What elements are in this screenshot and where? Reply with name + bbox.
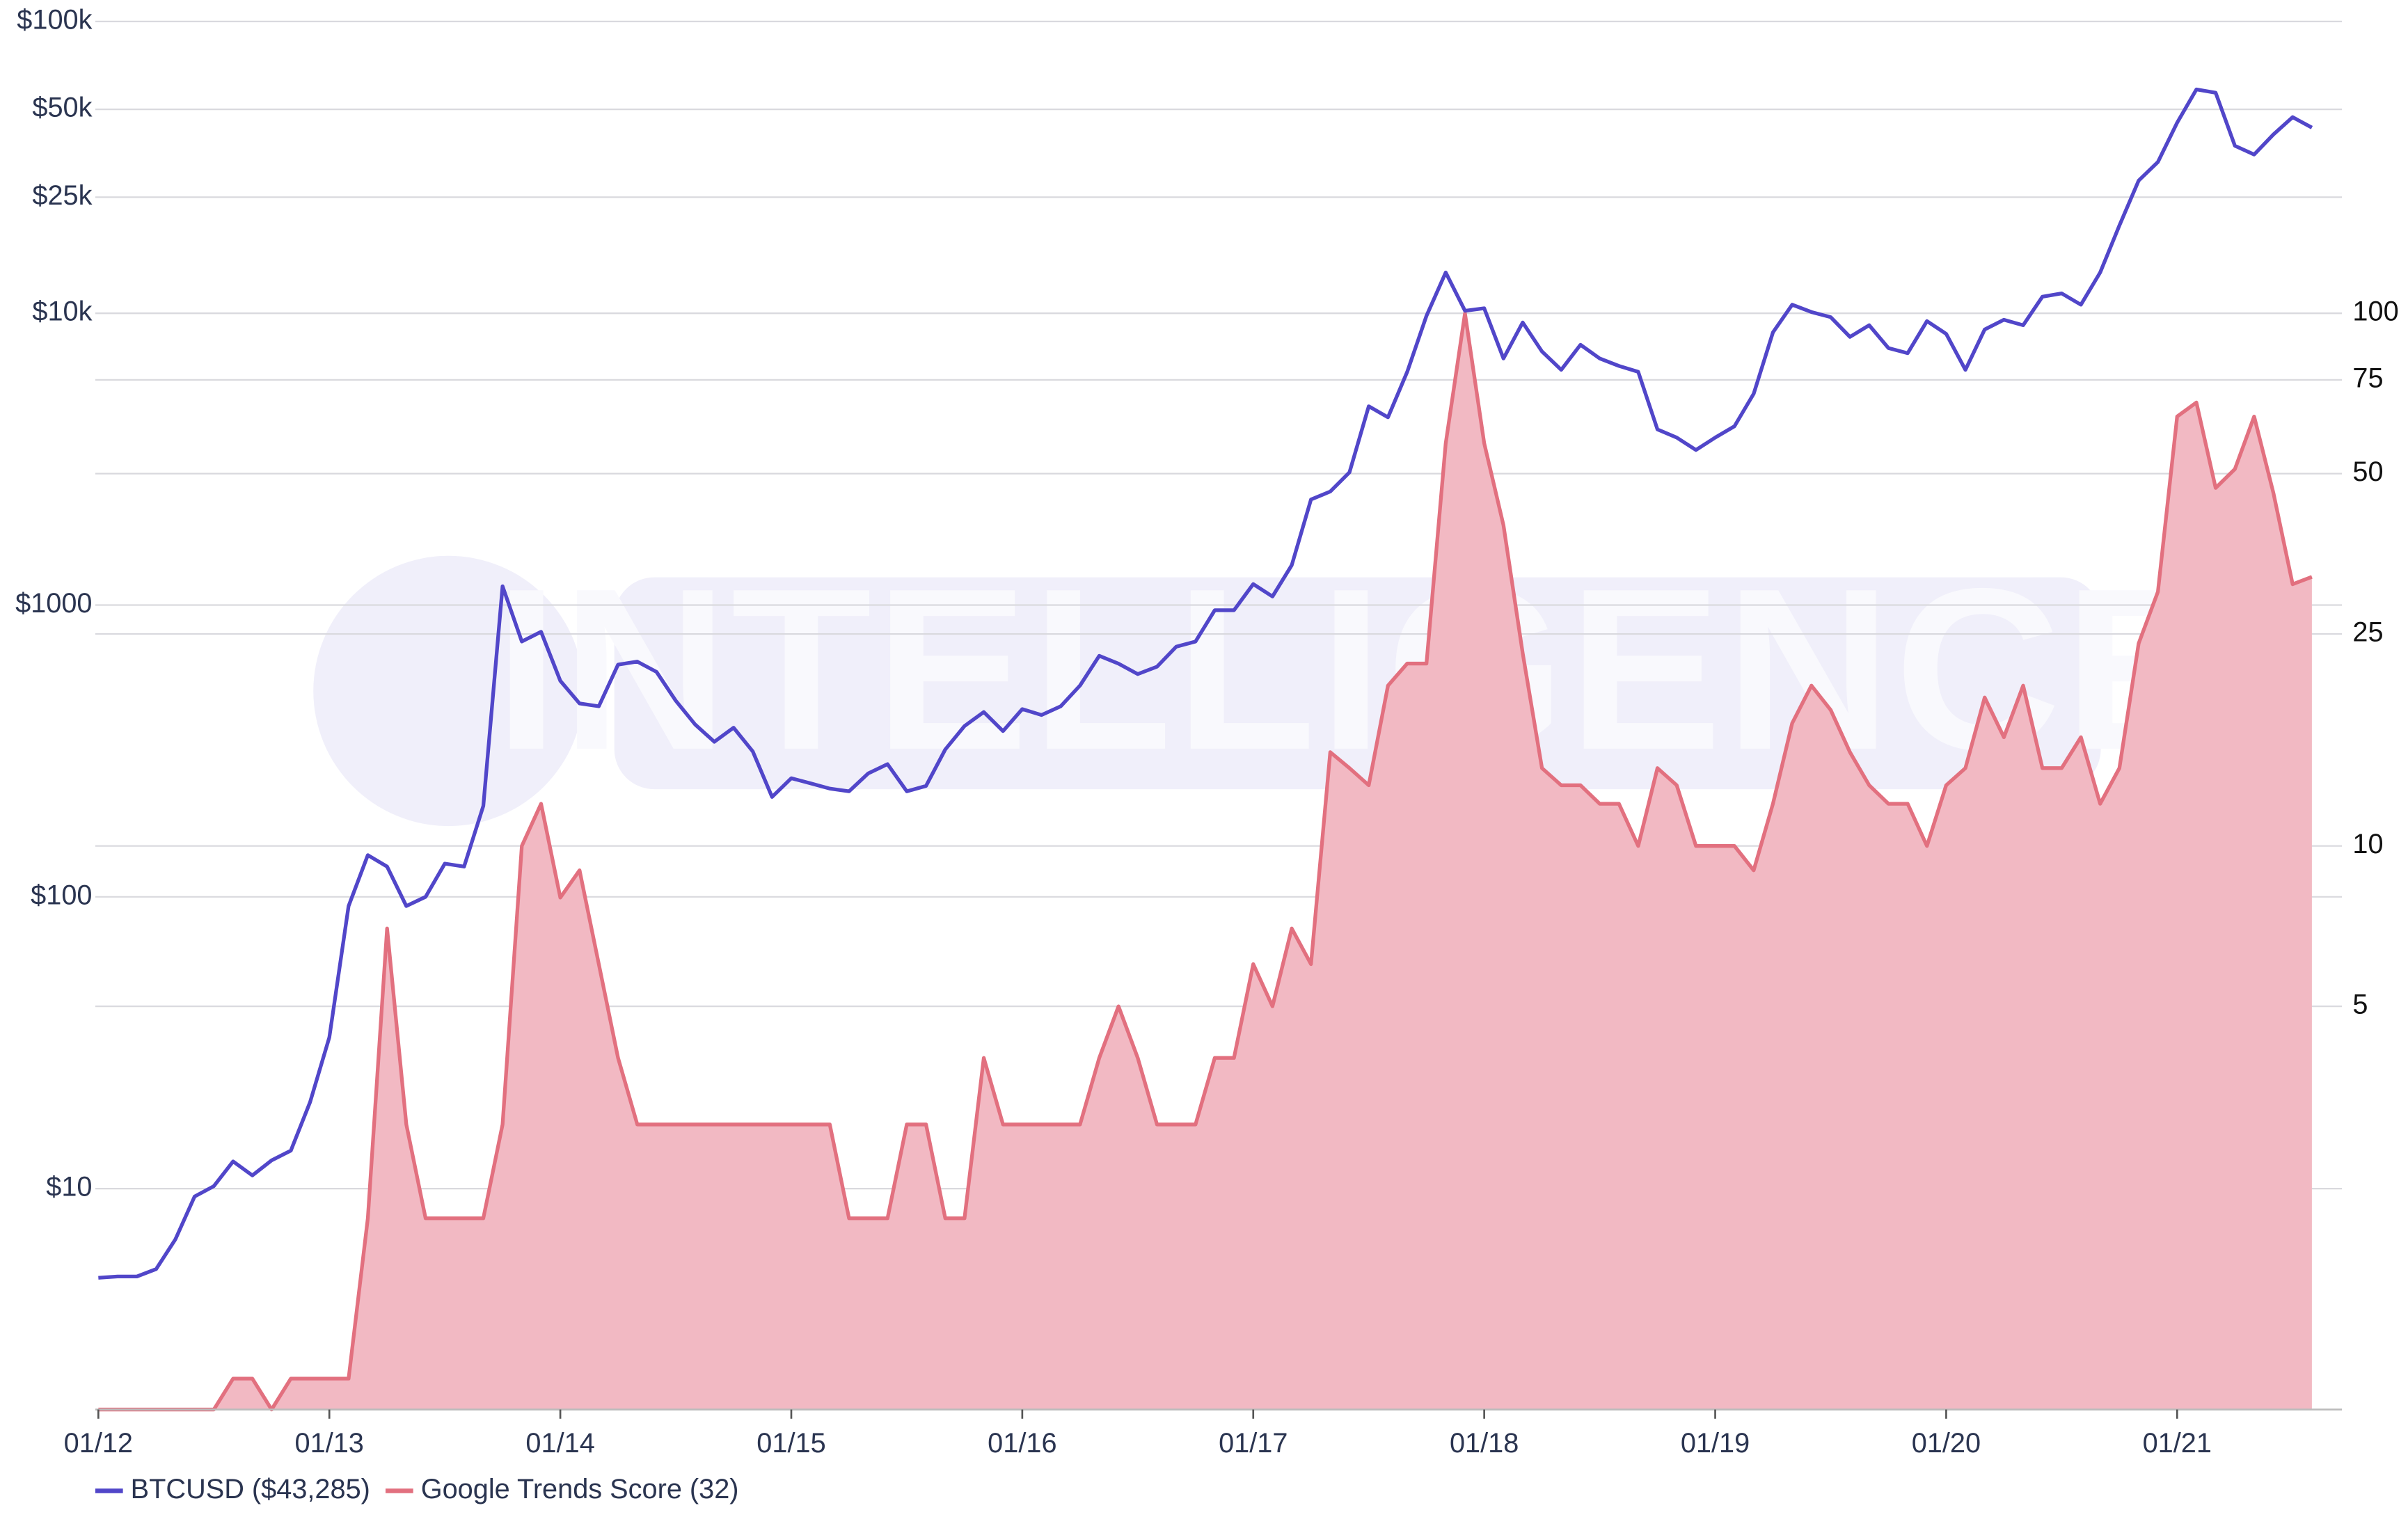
x-tick-label: 01/12 bbox=[64, 1428, 133, 1459]
y-tick-label: $50k bbox=[32, 93, 92, 123]
line bbox=[98, 311, 2313, 1412]
y2-tick-label: 10 bbox=[2352, 829, 2383, 859]
area bbox=[98, 313, 2312, 1410]
x-tick-label: 01/19 bbox=[1681, 1428, 1750, 1459]
x-tick-label: 01/21 bbox=[2143, 1428, 2212, 1459]
x-tick-label: 01/18 bbox=[1450, 1428, 1519, 1459]
y2-tick-label: 50 bbox=[2352, 456, 2383, 487]
watermark-text: INTELLIGENCE bbox=[495, 541, 2221, 798]
line bbox=[98, 87, 2313, 1280]
x-tick-label: 01/13 bbox=[295, 1428, 364, 1459]
y2-tick-label: 5 bbox=[2352, 990, 2368, 1020]
watermark-box bbox=[614, 577, 2101, 790]
y2-tick-label: 100 bbox=[2352, 296, 2398, 327]
watermark: INTELLIGENCE bbox=[313, 541, 2221, 827]
legend-label: BTCUSD ($43,285) bbox=[131, 1474, 370, 1504]
x-tick-label: 01/15 bbox=[757, 1428, 825, 1459]
x-tick-label: 01/14 bbox=[525, 1428, 594, 1459]
y-tick-label: $10k bbox=[32, 296, 92, 327]
y-tick-label: $1000 bbox=[15, 588, 92, 619]
legend-label: Google Trends Score (32) bbox=[421, 1474, 739, 1504]
y-tick-label: $25k bbox=[32, 180, 92, 211]
x-tick-label: 01/20 bbox=[1912, 1428, 1981, 1459]
y-tick-label: $10 bbox=[46, 1172, 92, 1202]
y-tick-label: $100 bbox=[31, 880, 92, 910]
y2-tick-label: 25 bbox=[2352, 617, 2383, 648]
x-tick-label: 01/16 bbox=[988, 1428, 1056, 1459]
x-tick-label: 01/17 bbox=[1219, 1428, 1288, 1459]
y2-tick-label: 75 bbox=[2352, 363, 2383, 393]
y-tick-label: $100k bbox=[17, 4, 92, 35]
